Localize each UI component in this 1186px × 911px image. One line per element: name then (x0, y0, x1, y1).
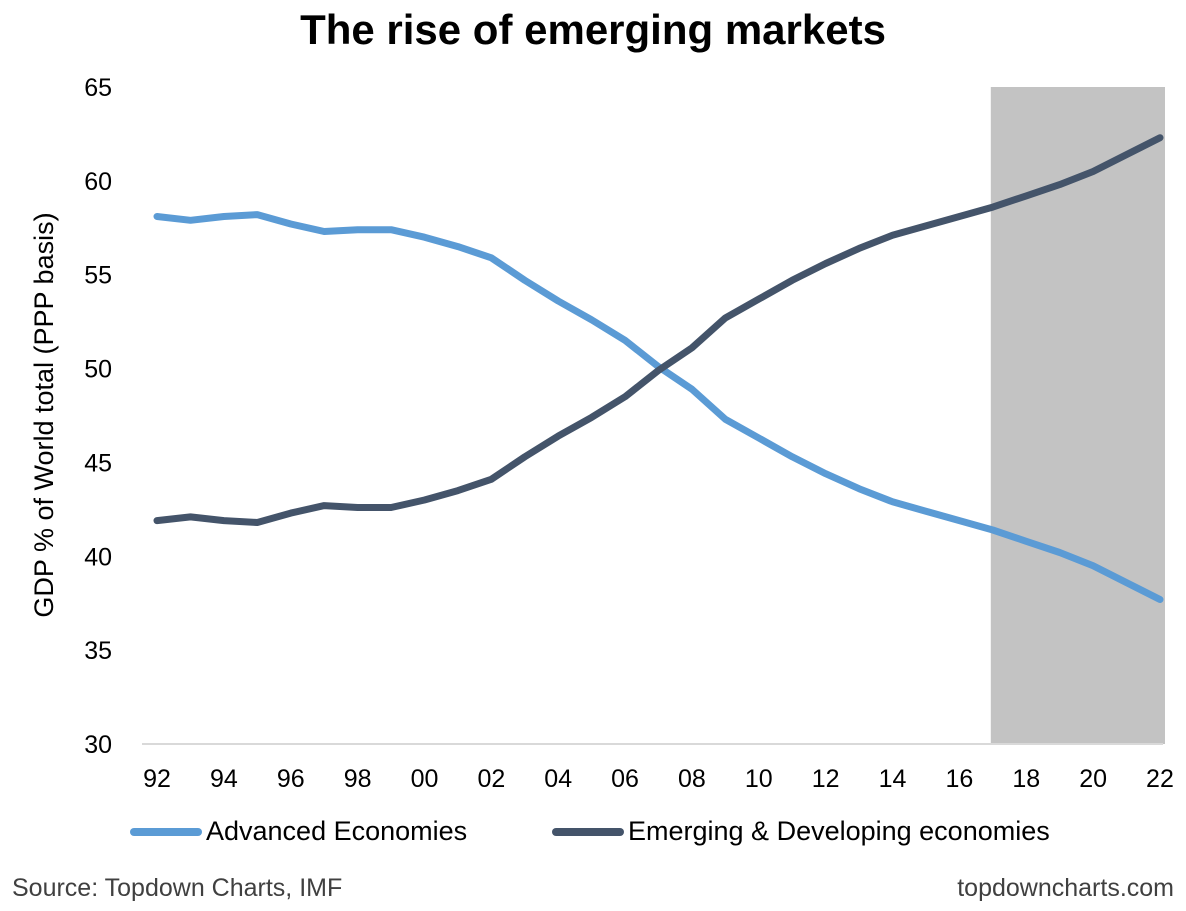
x-tick-label: 12 (812, 765, 840, 793)
y-tick-label: 65 (84, 74, 112, 102)
legend-item-emerging[interactable]: Emerging & Developing economies (552, 816, 1050, 847)
x-tick-label: 00 (411, 765, 439, 793)
x-tick-label: 96 (277, 765, 305, 793)
y-tick-label: 50 (84, 356, 112, 384)
x-tick-label: 06 (611, 765, 639, 793)
legend: Advanced Economies Emerging & Developing… (0, 816, 1186, 856)
y-tick-label: 60 (84, 168, 112, 196)
x-tick-label: 92 (143, 765, 171, 793)
x-tick-label: 08 (678, 765, 706, 793)
y-axis-label: GDP % of World total (PPP basis) (29, 212, 59, 617)
y-tick-label: 35 (84, 637, 112, 665)
y-axis: 30 35 40 45 50 55 60 65 (84, 74, 112, 759)
x-tick-label: 18 (1012, 765, 1040, 793)
source-note: Source: Topdown Charts, IMF (12, 874, 343, 902)
series-line-emerging (153, 134, 1164, 526)
x-tick-label: 04 (544, 765, 572, 793)
legend-swatch-emerging (552, 827, 624, 836)
legend-item-advanced[interactable]: Advanced Economies (130, 816, 467, 847)
forecast-shading-layer (990, 87, 1165, 744)
brand-url[interactable]: topdowncharts.com (957, 874, 1174, 902)
series-layer (153, 134, 1164, 603)
x-tick-label: 02 (477, 765, 505, 793)
x-tick-label: 14 (879, 765, 907, 793)
x-tick-label: 10 (745, 765, 773, 793)
x-axis: 92 94 96 98 00 02 04 06 08 10 12 14 16 18 20 22 (142, 743, 1174, 793)
x-tick-label: 94 (210, 765, 238, 793)
x-tick-label: 22 (1146, 765, 1174, 793)
x-tick-label: 16 (945, 765, 973, 793)
y-tick-label: 45 (84, 449, 112, 477)
x-tick-label: 20 (1079, 765, 1107, 793)
x-tick-label: 98 (344, 765, 372, 793)
forecast-shaded-region (990, 87, 1165, 744)
chart-title: The rise of emerging markets (300, 6, 886, 53)
y-tick-label: 30 (84, 731, 112, 759)
legend-swatch-advanced (130, 827, 202, 836)
y-tick-label: 40 (84, 543, 112, 571)
legend-label-emerging: Emerging & Developing economies (628, 816, 1050, 846)
legend-label-advanced: Advanced Economies (206, 816, 468, 846)
y-tick-label: 55 (84, 262, 112, 290)
